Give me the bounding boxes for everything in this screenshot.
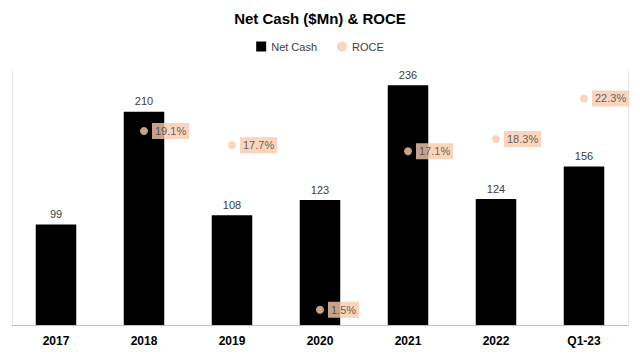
svg-text:99: 99: [50, 208, 62, 220]
svg-text:17.1%: 17.1%: [419, 145, 450, 157]
svg-text:17.7%: 17.7%: [243, 139, 274, 151]
svg-text:Q1-23: Q1-23: [567, 334, 601, 348]
svg-text:2021: 2021: [395, 334, 422, 348]
svg-text:123: 123: [311, 184, 329, 196]
svg-text:22.3%: 22.3%: [595, 92, 626, 104]
svg-text:2022: 2022: [483, 334, 510, 348]
svg-text:1.5%: 1.5%: [331, 304, 356, 316]
svg-text:2017: 2017: [43, 334, 70, 348]
svg-text:18.3%: 18.3%: [507, 133, 538, 145]
svg-text:156: 156: [575, 150, 593, 162]
svg-text:124: 124: [487, 183, 505, 195]
svg-text:2019: 2019: [219, 334, 246, 348]
svg-text:Net Cash: Net Cash: [271, 41, 317, 53]
svg-text:2018: 2018: [131, 334, 158, 348]
svg-text:2020: 2020: [307, 334, 334, 348]
svg-text:19.1%: 19.1%: [155, 125, 186, 137]
svg-text:ROCE: ROCE: [352, 41, 384, 53]
svg-text:210: 210: [135, 95, 153, 107]
svg-text:Net Cash ($Mn) & ROCE: Net Cash ($Mn) & ROCE: [234, 10, 406, 27]
svg-text:108: 108: [223, 199, 241, 211]
svg-text:236: 236: [399, 69, 417, 81]
